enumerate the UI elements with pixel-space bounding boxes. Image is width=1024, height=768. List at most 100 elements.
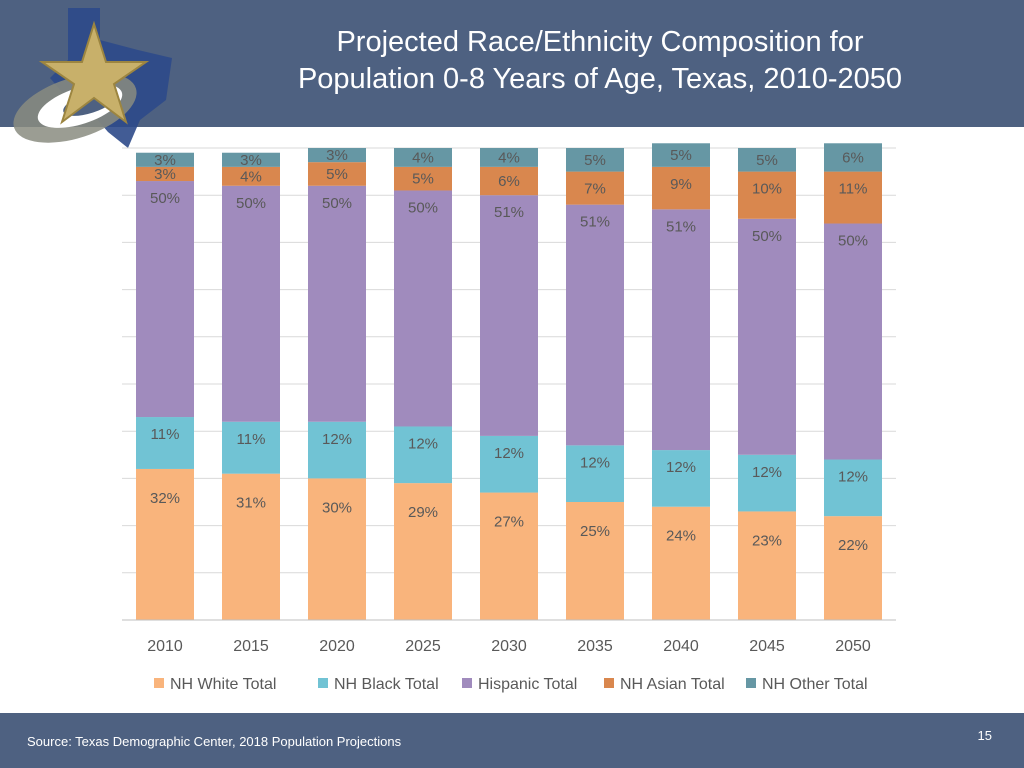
bar-nh-black-total-2015 [222, 421, 280, 474]
data-label-nh-black-total-2015: 11% [237, 431, 266, 448]
x-tick-label-2025: 2025 [405, 638, 441, 655]
data-label-nh-black-total-2010: 11% [151, 426, 180, 443]
legend-label-nh-other-total: NH Other Total [762, 676, 868, 693]
bar-nh-asian-total-2025 [394, 166, 452, 191]
bar-nh-white-total-2030 [480, 492, 538, 620]
data-label-nh-white-total-2020: 30% [322, 499, 352, 516]
x-tick-label-2035: 2035 [577, 638, 613, 655]
data-label-nh-black-total-2020: 12% [322, 431, 352, 448]
bar-nh-asian-total-2030 [480, 166, 538, 196]
bar-nh-other-total-2050 [824, 143, 882, 172]
slide-footer: Source: Texas Demographic Center, 2018 P… [0, 713, 1024, 768]
legend-swatch-nh-asian-total [604, 678, 614, 688]
data-label-nh-other-total-2040: 5% [670, 147, 692, 164]
bar-nh-black-total-2035 [566, 445, 624, 502]
bar-hispanic-total-2020 [308, 185, 366, 422]
data-label-hispanic-total-2045: 50% [752, 228, 782, 245]
bar-nh-black-total-2040 [652, 450, 710, 507]
x-tick-label-2010: 2010 [147, 638, 183, 655]
texas-star-logo [13, 8, 172, 148]
bar-nh-black-total-2030 [480, 435, 538, 493]
legend-swatch-nh-black-total [318, 678, 328, 688]
bar-nh-white-total-2010 [136, 468, 194, 620]
bar-nh-asian-total-2020 [308, 162, 366, 186]
x-tick-label-2030: 2030 [491, 638, 527, 655]
bar-hispanic-total-2025 [394, 190, 452, 427]
data-label-hispanic-total-2020: 50% [322, 195, 352, 212]
data-label-nh-asian-total-2035: 7% [584, 181, 606, 198]
x-tick-label-2050: 2050 [835, 638, 871, 655]
data-label-nh-other-total-2050: 6% [842, 149, 864, 166]
data-label-nh-other-total-2025: 4% [412, 149, 434, 166]
data-label-nh-black-total-2030: 12% [494, 445, 524, 462]
bar-nh-asian-total-2015 [222, 166, 280, 186]
data-label-nh-other-total-2020: 3% [326, 147, 348, 164]
bar-hispanic-total-2050 [824, 223, 882, 460]
source-note: Source: Texas Demographic Center, 2018 P… [27, 734, 402, 749]
bars [136, 143, 882, 620]
data-label-nh-white-total-2010: 32% [150, 490, 180, 507]
x-tick-label-2045: 2045 [749, 638, 785, 655]
data-label-nh-other-total-2045: 5% [756, 152, 778, 169]
slide-title: Projected Race/Ethnicity Composition for… [230, 24, 970, 98]
data-label-nh-white-total-2030: 27% [494, 514, 524, 531]
data-label-nh-other-total-2035: 5% [584, 152, 606, 169]
legend-label-nh-asian-total: NH Asian Total [620, 676, 725, 693]
data-label-nh-other-total-2010: 3% [154, 152, 176, 169]
slide-header: Projected Race/Ethnicity Composition for… [0, 0, 1024, 148]
data-label-nh-white-total-2015: 31% [236, 495, 266, 512]
bar-nh-black-total-2045 [738, 454, 796, 512]
data-label-nh-white-total-2025: 29% [408, 504, 438, 521]
legend-label-nh-black-total: NH Black Total [334, 676, 439, 693]
bar-nh-other-total-2035 [566, 148, 624, 172]
data-label-nh-black-total-2025: 12% [408, 435, 438, 452]
title-line-2: Population 0-8 Years of Age, Texas, 2010… [297, 63, 903, 95]
bar-nh-white-total-2025 [394, 483, 452, 620]
bar-nh-white-total-2040 [652, 506, 710, 620]
bar-nh-other-total-2020 [308, 148, 366, 163]
title-line-1: Projected Race/Ethnicity Composition for [336, 26, 864, 58]
data-label-nh-white-total-2035: 25% [580, 523, 610, 540]
data-label-hispanic-total-2040: 51% [666, 218, 696, 235]
bar-nh-other-total-2045 [738, 148, 796, 172]
data-label-nh-asian-total-2020: 5% [326, 166, 348, 183]
bar-nh-other-total-2040 [652, 143, 710, 167]
bar-nh-other-total-2015 [222, 152, 280, 167]
bar-nh-black-total-2050 [824, 459, 882, 517]
bar-hispanic-total-2035 [566, 204, 624, 446]
data-label-nh-asian-total-2025: 5% [412, 171, 434, 188]
data-label-nh-asian-total-2010: 3% [154, 166, 176, 183]
data-label-hispanic-total-2015: 50% [236, 195, 266, 212]
legend: NH White Total NH Black Total Hispanic Tot… [154, 676, 868, 693]
bar-nh-other-total-2030 [480, 148, 538, 167]
data-label-nh-black-total-2035: 12% [580, 454, 610, 471]
legend-swatch-nh-white-total [154, 678, 164, 688]
bar-nh-black-total-2020 [308, 421, 366, 479]
data-label-nh-black-total-2050: 12% [838, 469, 868, 486]
legend-swatch-hispanic-total [462, 678, 472, 688]
bar-hispanic-total-2040 [652, 209, 710, 451]
data-label-nh-black-total-2045: 12% [752, 464, 782, 481]
data-label-nh-white-total-2045: 23% [752, 532, 782, 549]
bar-hispanic-total-2045 [738, 218, 796, 455]
data-label-nh-asian-total-2040: 9% [670, 176, 692, 193]
data-label-hispanic-total-2025: 50% [408, 199, 438, 216]
data-label-nh-other-total-2030: 4% [498, 149, 520, 166]
bar-nh-black-total-2010 [136, 417, 194, 469]
data-label-nh-other-total-2015: 3% [240, 152, 262, 169]
data-label-nh-asian-total-2045: 10% [752, 181, 782, 198]
bar-nh-asian-total-2035 [566, 171, 624, 205]
x-tick-label-2015: 2015 [233, 638, 269, 655]
legend-label-nh-white-total: NH White Total [170, 676, 276, 693]
x-tick-label-2020: 2020 [319, 638, 355, 655]
data-label-nh-white-total-2040: 24% [666, 528, 696, 545]
legend-label-hispanic-total: Hispanic Total [478, 676, 577, 693]
data-label-hispanic-total-2010: 50% [150, 190, 180, 207]
data-label-nh-asian-total-2050: 11% [839, 181, 868, 198]
bar-hispanic-total-2010 [136, 181, 194, 418]
data-label-nh-white-total-2050: 22% [838, 537, 868, 554]
x-axis: 2010 2015 2020 2025 2030 2035 2040 2045 2050 [122, 619, 896, 655]
bar-nh-other-total-2010 [136, 152, 194, 167]
legend-swatch-nh-other-total [746, 678, 756, 688]
bar-nh-white-total-2035 [566, 502, 624, 620]
